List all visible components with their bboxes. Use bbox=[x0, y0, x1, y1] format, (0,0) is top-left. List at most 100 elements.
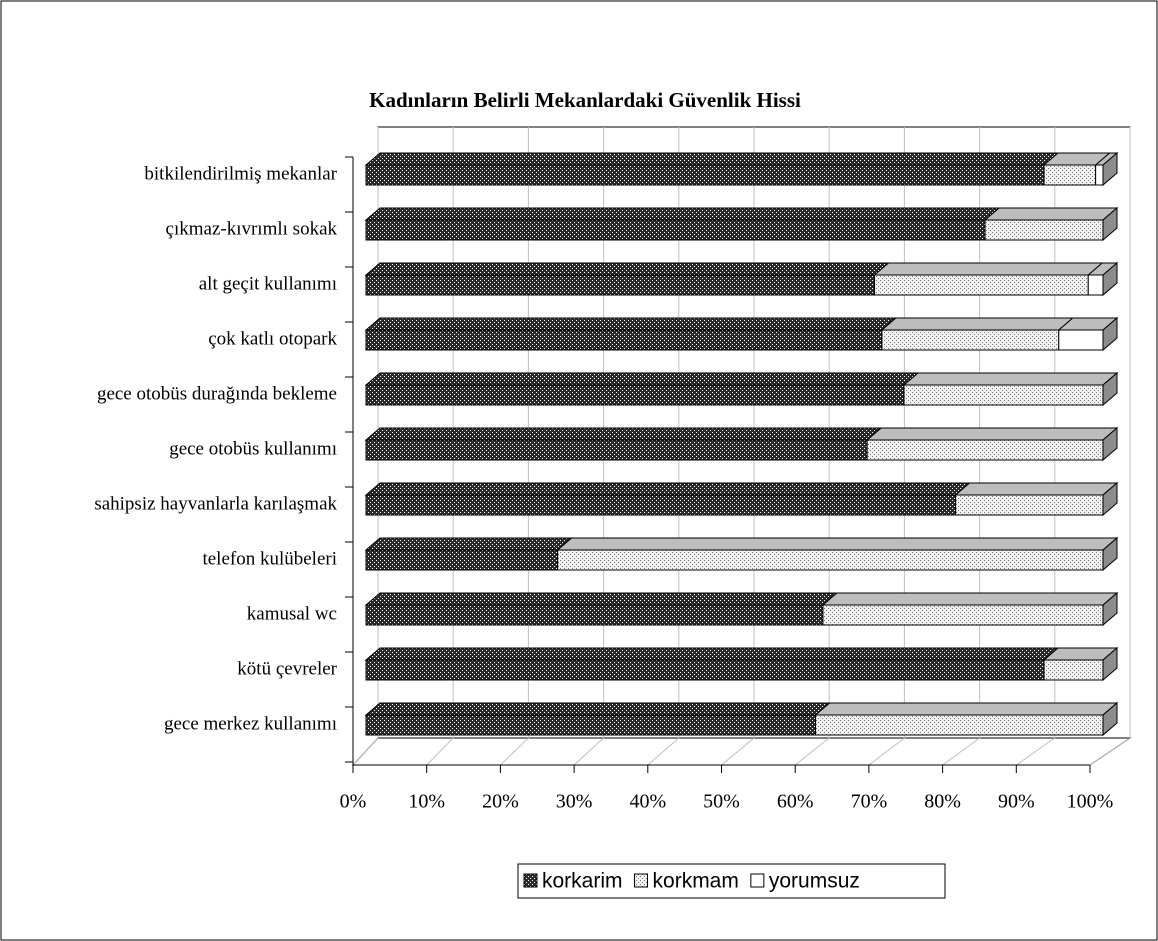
bar-side bbox=[1102, 701, 1118, 737]
floor bbox=[351, 737, 1132, 766]
bar-segment bbox=[902, 372, 1119, 406]
legend-label: yorumsuz bbox=[769, 870, 860, 893]
bar-front bbox=[557, 549, 1104, 571]
bar-segment bbox=[364, 317, 898, 351]
chart-title: Kadınların Belirli Mekanlardaki Güvenlik… bbox=[369, 88, 801, 112]
y-tick-label: alt geçit kullanımı bbox=[199, 273, 337, 294]
bar-segment bbox=[364, 702, 831, 736]
bar-top bbox=[983, 207, 1119, 221]
bar-top bbox=[364, 647, 1060, 661]
bar-front bbox=[984, 219, 1104, 241]
floor-grid-line bbox=[721, 737, 755, 766]
bar-side bbox=[1102, 591, 1118, 627]
x-tick-label: 80% bbox=[924, 791, 961, 813]
bar-top bbox=[954, 482, 1119, 496]
legend-label: korkmam bbox=[653, 870, 739, 893]
legend-swatch bbox=[634, 873, 649, 888]
bar-front bbox=[881, 329, 1060, 351]
bar-front bbox=[955, 494, 1104, 516]
bar-front bbox=[1087, 274, 1104, 296]
bar-top bbox=[865, 427, 1119, 441]
floor-grid-line bbox=[573, 737, 604, 766]
bar-segment bbox=[364, 207, 1001, 241]
y-tick-label: çok katlı otopark bbox=[208, 328, 337, 349]
bar-side bbox=[1102, 536, 1118, 572]
floor-grid-line bbox=[1089, 737, 1131, 766]
bar-segment bbox=[364, 427, 883, 461]
bar-segment bbox=[1042, 152, 1111, 186]
floor-grid-line bbox=[352, 737, 379, 766]
bar-side bbox=[1102, 371, 1118, 407]
bar-segment bbox=[364, 537, 573, 571]
bar-side bbox=[1102, 316, 1118, 352]
bar-segment bbox=[364, 592, 839, 626]
bar-top bbox=[814, 702, 1119, 716]
bar-side bbox=[1102, 646, 1118, 682]
x-tick-label: 30% bbox=[556, 791, 593, 813]
floor-grid-line bbox=[942, 737, 980, 766]
x-tick-label: 0% bbox=[340, 791, 367, 813]
bar-side bbox=[1102, 426, 1118, 462]
y-tick-label: gece merkez kullanımı bbox=[164, 713, 337, 734]
x-tick-label: 90% bbox=[998, 791, 1035, 813]
bar-front bbox=[365, 274, 876, 296]
bar-top bbox=[364, 207, 1001, 221]
bar-front bbox=[365, 164, 1045, 186]
x-tick-label: 50% bbox=[703, 791, 740, 813]
bar-segment bbox=[865, 427, 1119, 461]
bar-front bbox=[365, 494, 957, 516]
bar-top bbox=[556, 537, 1119, 551]
x-tick-label: 20% bbox=[482, 791, 519, 813]
bar-segment bbox=[873, 262, 1104, 296]
bar-front bbox=[365, 329, 883, 351]
bar-side bbox=[1102, 151, 1118, 187]
y-tick-label: kötü çevreler bbox=[237, 658, 337, 679]
y-tick-label: gece otobüs kullanımı bbox=[169, 438, 337, 459]
bar-segment bbox=[880, 317, 1075, 351]
bar-segment bbox=[364, 152, 1060, 186]
bar-front bbox=[1043, 659, 1104, 681]
legend-label: korkarim bbox=[542, 870, 623, 893]
bar-top bbox=[364, 427, 883, 441]
bar-front bbox=[365, 439, 868, 461]
bar-top bbox=[364, 702, 831, 716]
bar-segment bbox=[1042, 647, 1119, 681]
bar-segment bbox=[364, 482, 971, 516]
bar-front bbox=[365, 714, 817, 736]
bar-front bbox=[365, 659, 1045, 681]
bar-segment bbox=[1086, 262, 1119, 296]
x-tick-label: 60% bbox=[777, 791, 814, 813]
bar-front bbox=[1043, 164, 1097, 186]
legend-swatch bbox=[523, 873, 538, 888]
bar-front bbox=[903, 384, 1104, 406]
floor-grid-line bbox=[868, 737, 905, 766]
bar-side bbox=[1102, 261, 1118, 297]
bar-front bbox=[815, 714, 1104, 736]
bar-top bbox=[902, 372, 1119, 386]
x-tick-label: 100% bbox=[1067, 791, 1114, 813]
floor-grid-line bbox=[647, 737, 680, 766]
y-tick-label: bitkilendirilmiş mekanlar bbox=[144, 163, 337, 184]
x-tick-label: 70% bbox=[851, 791, 888, 813]
bar-top bbox=[821, 592, 1119, 606]
legend-swatch bbox=[750, 873, 765, 888]
bar-segment bbox=[364, 262, 890, 296]
bar-segment bbox=[814, 702, 1119, 736]
bar-top bbox=[364, 372, 920, 386]
bar-side bbox=[1102, 206, 1118, 242]
bar-segment bbox=[364, 647, 1060, 681]
y-tick-label: gece otobüs durağında bekleme bbox=[97, 383, 337, 404]
floor-grid-line bbox=[500, 737, 529, 766]
bar-front bbox=[365, 549, 559, 571]
y-tick-label: sahipsiz hayvanlarla karılaşmak bbox=[94, 493, 337, 514]
y-tick-label: çıkmaz-kıvrımlı sokak bbox=[166, 218, 338, 239]
bar-segment bbox=[821, 592, 1119, 626]
floor-grid-line bbox=[1016, 737, 1056, 766]
bar-segment bbox=[556, 537, 1119, 571]
bar-top bbox=[364, 482, 971, 496]
bar-top bbox=[364, 317, 898, 331]
y-tick-label: kamusal wc bbox=[247, 603, 337, 624]
legend-box bbox=[517, 863, 946, 899]
